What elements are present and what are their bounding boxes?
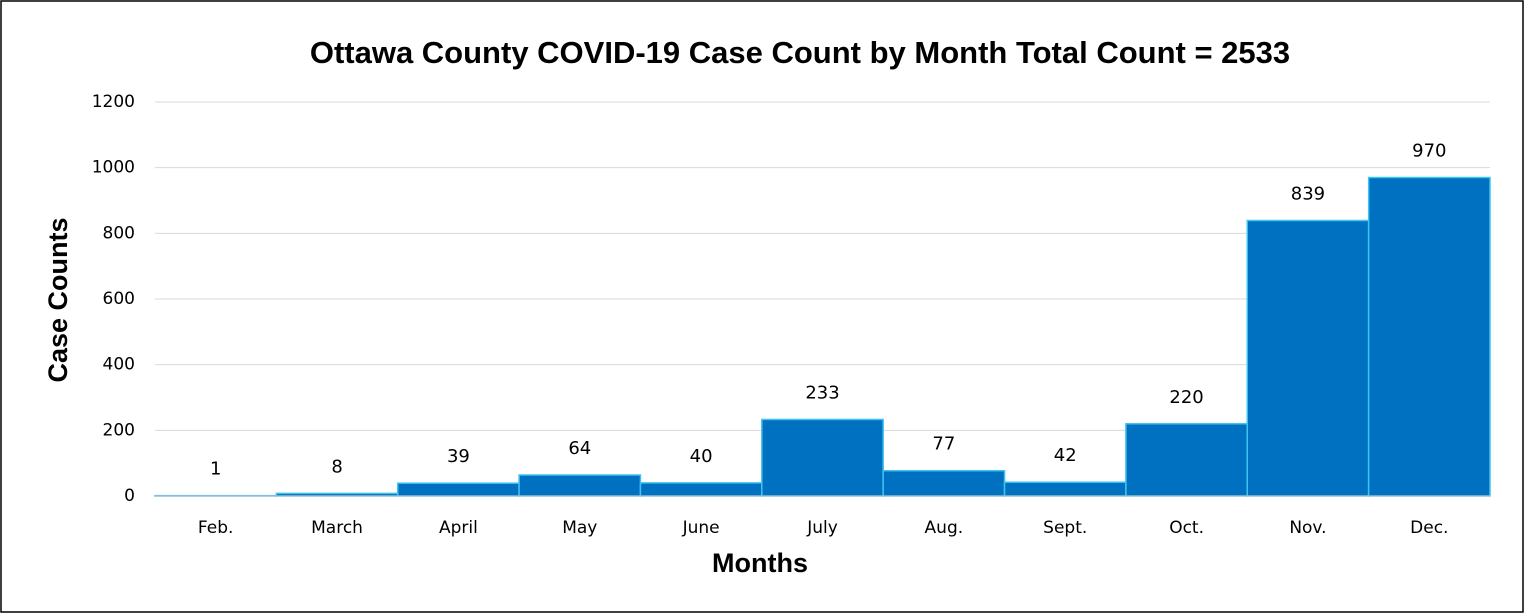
x-tick-label: Oct. [1169, 518, 1204, 538]
data-label: 39 [447, 446, 470, 467]
data-label: 1 [210, 459, 221, 480]
bar [1246, 219, 1370, 497]
bar [761, 418, 884, 497]
x-axis-title: Months [712, 548, 808, 578]
y-tick-label: 600 [103, 289, 135, 309]
y-tick-label: 0 [124, 486, 135, 506]
bar [882, 469, 1006, 497]
data-label: 40 [690, 446, 713, 467]
x-tick-label: July [806, 518, 838, 538]
data-label: 970 [1412, 141, 1446, 162]
data-label: 233 [805, 382, 839, 403]
x-tick-label: Feb. [198, 518, 234, 538]
bar [1125, 423, 1249, 497]
data-label: 64 [568, 438, 591, 459]
y-tick-label: 800 [103, 223, 135, 243]
x-tick-label: Dec. [1410, 518, 1448, 538]
data-label: 77 [932, 434, 955, 455]
data-label: 42 [1054, 445, 1077, 466]
bar [639, 482, 763, 497]
bar [396, 482, 520, 497]
x-tick-label: May [562, 518, 597, 538]
bar [518, 474, 642, 497]
y-tick-label: 1000 [92, 158, 135, 178]
data-label: 839 [1291, 184, 1325, 205]
y-axis-title: Case Counts [43, 217, 73, 382]
y-tick-label: 400 [103, 355, 135, 375]
data-label: 220 [1169, 387, 1203, 408]
x-tick-label: Nov. [1289, 518, 1326, 538]
data-label: 8 [331, 456, 342, 477]
x-tick-label: April [439, 518, 478, 538]
bar [1367, 176, 1491, 497]
x-tick-label: June [682, 518, 720, 538]
x-tick-label: Aug. [925, 518, 964, 538]
y-tick-label: 200 [103, 420, 135, 440]
chart-title: Ottawa County COVID-19 Case Count by Mon… [310, 35, 1290, 70]
y-tick-label: 1200 [92, 92, 135, 112]
bar [1003, 481, 1127, 497]
x-tick-label: March [311, 518, 363, 538]
x-tick-label: Sept. [1043, 518, 1087, 538]
